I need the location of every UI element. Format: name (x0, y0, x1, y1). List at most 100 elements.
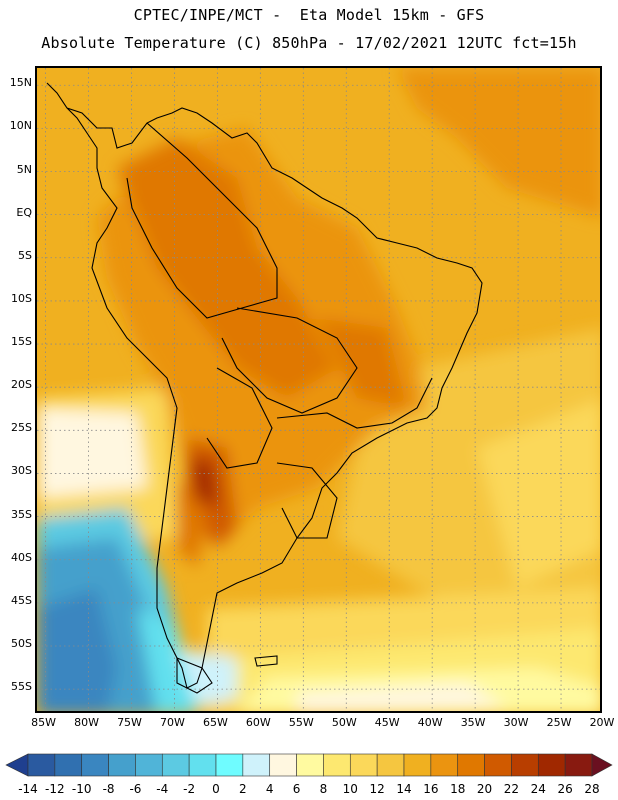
colorbar-tick-label: -4 (156, 782, 169, 796)
colorbar-tick-label: -12 (45, 782, 65, 796)
latitude-tick-label: 45S (11, 593, 32, 607)
colorbar-swatch (430, 753, 459, 777)
country-borders-central (221, 307, 358, 414)
color-scale-bar (5, 753, 613, 777)
temperature-shading (37, 68, 600, 711)
south-america-coastline (46, 82, 483, 689)
colorbar-swatch (81, 753, 109, 777)
latitude-tick-label: 35S (11, 507, 32, 521)
colorbar-swatch (269, 753, 297, 777)
colorbar-tick-label: -2 (183, 782, 196, 796)
colorbar-swatch (188, 753, 217, 777)
latitude-tick-label: 15N (9, 76, 32, 90)
brazil-state-borders (276, 377, 433, 429)
zone-22c-andes-east (177, 478, 207, 568)
latitude-tick-label: 25S (11, 421, 32, 435)
longitude-tick-label: 20W (589, 716, 615, 729)
latitude-tick-label: 10S (11, 291, 32, 305)
colorbar-swatch (323, 753, 351, 777)
colorbar-tick-label: 8 (319, 782, 328, 796)
longitude-tick-label: 80W (74, 716, 99, 729)
temperature-map (35, 66, 602, 713)
colorbar-min-arrow (5, 753, 29, 777)
colorbar-tick-label: 20 (476, 782, 493, 796)
latitude-tick-label: 30S (11, 464, 32, 478)
longitude-tick-label: 45W (374, 716, 400, 729)
colorbar-tick-label: 22 (503, 782, 520, 796)
colorbar-tick-label: 6 (292, 782, 301, 796)
colorbar-swatch (161, 753, 190, 777)
country-borders-bolivia-paraguay (206, 367, 273, 469)
latitude-tick-label: 40S (11, 550, 32, 564)
colorbar-swatch (242, 753, 271, 777)
zone-8c-pacific (37, 408, 147, 498)
colorbar-swatch (54, 753, 83, 777)
latitude-tick-label: 10N (9, 119, 32, 133)
longitude-tick-label: 25W (546, 716, 572, 729)
tierra-del-fuego (176, 657, 213, 694)
latitude-tick-label: 15S (11, 335, 32, 349)
colorbar-swatch (135, 753, 163, 777)
map-title-line1: CPTEC/INPE/MCT - Eta Model 15km - GFS (133, 6, 485, 24)
country-borders-north (126, 122, 278, 319)
colorbar-swatch (215, 753, 244, 777)
zone-14c-atlantic (477, 399, 600, 588)
latitude-tick-label: 5N (16, 162, 32, 176)
graticule-grid (37, 68, 600, 711)
map-title-line2: Absolute Temperature (C) 850hPa - 17/02/… (41, 34, 577, 52)
colorbar-swatch (296, 753, 324, 777)
colorbar-swatch (484, 753, 512, 777)
coastline-borders (46, 82, 483, 694)
latitude-tick-label: 5S (18, 248, 32, 262)
zone-22c-amazon (117, 138, 337, 398)
colorbar-tick-label: 0 (212, 782, 220, 796)
colorbar-swatch (403, 753, 432, 777)
longitude-tick-label: 60W (245, 716, 271, 729)
longitude-tick-label: 70W (160, 716, 185, 729)
colorbar-swatch (108, 753, 136, 777)
longitude-tick-label: 85W (31, 716, 57, 729)
latitude-tick-label: 50S (11, 636, 32, 650)
longitude-tick-label: 75W (117, 716, 142, 729)
zone-26c-chaco (192, 458, 217, 508)
colorbar-tick-label: -14 (18, 782, 38, 796)
longitude-tick-label: 35W (460, 716, 486, 729)
longitude-tick-label: 40W (417, 716, 443, 729)
colorbar-tick-label: 10 (342, 782, 358, 796)
latitude-tick-label: 55S (11, 680, 32, 694)
colorbar-tick-label: 2 (239, 782, 247, 796)
colorbar-tick-label: -6 (129, 782, 142, 796)
colorbar-tick-label: -10 (71, 782, 92, 796)
colorbar-tick-label: 24 (530, 782, 546, 796)
zone-minus8c-pacific (37, 588, 117, 711)
latitude-tick-label: EQ (16, 205, 32, 219)
zone-22c-brazil (317, 318, 407, 408)
latitude-tick-label: 20S (11, 378, 32, 392)
colorbar-swatch (457, 753, 485, 777)
colorbar-swatch (511, 753, 539, 777)
falkland-islands (254, 655, 278, 667)
zone-8c-south (297, 683, 507, 711)
colorbar-swatch (537, 753, 566, 777)
longitude-tick-label: 50W (331, 716, 357, 729)
colorbar-tick-label: 14 (396, 782, 412, 796)
colorbar-max-arrow (591, 753, 613, 777)
longitude-tick-label: 30W (503, 716, 529, 729)
colorbar-tick-label: -8 (102, 782, 115, 796)
longitude-tick-label: 55W (288, 716, 314, 729)
map-canvas (37, 68, 600, 711)
country-borders-uruguay (276, 462, 338, 539)
colorbar-tick-label: 28 (584, 782, 600, 796)
colorbar-tick-label: 4 (265, 782, 274, 796)
zone-4c-patagonia (177, 648, 237, 708)
colorbar-tick-label: 18 (450, 782, 466, 796)
colorbar-swatch (349, 753, 378, 777)
longitude-tick-label: 65W (202, 716, 228, 729)
colorbar-swatch (27, 753, 56, 777)
colorbar-swatch (564, 753, 593, 777)
colorbar-tick-label: 26 (557, 782, 573, 796)
colorbar-tick-label: 12 (369, 782, 385, 796)
warm-patch-north-atlantic (397, 68, 600, 217)
colorbar-swatch (376, 753, 405, 777)
colorbar-tick-label: 16 (423, 782, 439, 796)
